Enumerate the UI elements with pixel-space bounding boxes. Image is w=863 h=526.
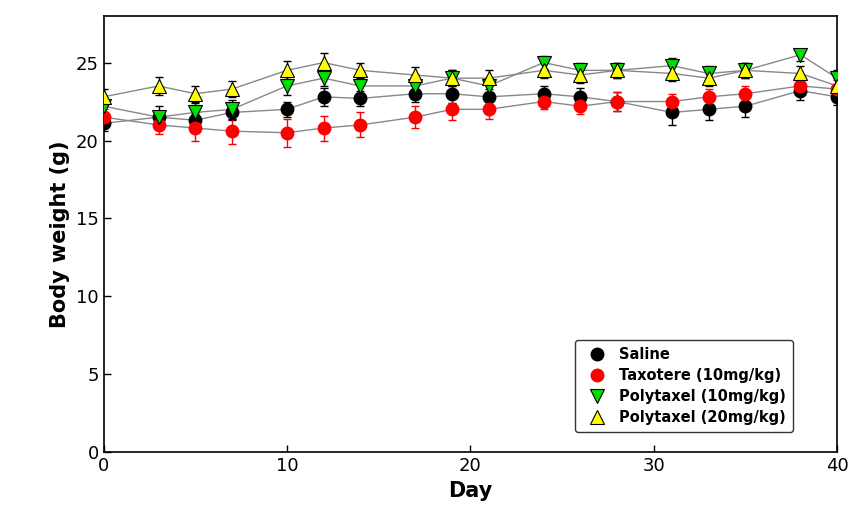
Polytaxel (20mg/kg) (703, 75, 714, 82)
Saline (154, 114, 164, 120)
Polytaxel (10mg/kg) (281, 83, 292, 89)
Polytaxel (20mg/kg) (539, 67, 549, 74)
Polytaxel (10mg/kg) (447, 75, 457, 82)
Taxotere (10mg/kg) (796, 83, 806, 89)
Polytaxel (10mg/kg) (410, 83, 420, 89)
Saline (190, 117, 200, 124)
Polytaxel (10mg/kg) (98, 103, 109, 109)
Polytaxel (20mg/kg) (575, 72, 585, 78)
Polytaxel (20mg/kg) (410, 72, 420, 78)
Saline (740, 103, 751, 109)
Polytaxel (20mg/kg) (447, 75, 457, 82)
Polytaxel (20mg/kg) (227, 86, 237, 92)
Polytaxel (10mg/kg) (154, 114, 164, 120)
Saline (539, 90, 549, 97)
Taxotere (10mg/kg) (539, 98, 549, 105)
Polytaxel (10mg/kg) (355, 83, 365, 89)
Saline (410, 90, 420, 97)
Taxotere (10mg/kg) (227, 128, 237, 134)
Taxotere (10mg/kg) (667, 98, 677, 105)
Taxotere (10mg/kg) (190, 125, 200, 131)
Polytaxel (10mg/kg) (740, 67, 751, 74)
Polytaxel (10mg/kg) (832, 75, 842, 82)
Taxotere (10mg/kg) (154, 122, 164, 128)
Saline (796, 87, 806, 94)
Polytaxel (10mg/kg) (667, 63, 677, 69)
Taxotere (10mg/kg) (483, 106, 494, 113)
Polytaxel (20mg/kg) (740, 67, 751, 74)
Taxotere (10mg/kg) (318, 125, 329, 131)
Saline (281, 106, 292, 113)
Saline (483, 94, 494, 100)
X-axis label: Day: Day (448, 481, 493, 501)
Saline (227, 109, 237, 116)
Taxotere (10mg/kg) (575, 103, 585, 109)
Polytaxel (10mg/kg) (703, 70, 714, 77)
Line: Polytaxel (10mg/kg): Polytaxel (10mg/kg) (97, 48, 844, 124)
Taxotere (10mg/kg) (703, 94, 714, 100)
Polytaxel (10mg/kg) (318, 75, 329, 82)
Polytaxel (20mg/kg) (483, 75, 494, 82)
Saline (612, 98, 622, 105)
Taxotere (10mg/kg) (98, 114, 109, 120)
Saline (703, 106, 714, 113)
Taxotere (10mg/kg) (410, 114, 420, 120)
Line: Saline: Saline (98, 84, 843, 129)
Polytaxel (20mg/kg) (190, 90, 200, 97)
Saline (355, 95, 365, 102)
Polytaxel (10mg/kg) (575, 67, 585, 74)
Polytaxel (20mg/kg) (612, 67, 622, 74)
Polytaxel (20mg/kg) (832, 83, 842, 89)
Saline (98, 120, 109, 127)
Saline (667, 109, 677, 116)
Taxotere (10mg/kg) (740, 90, 751, 97)
Line: Taxotere (10mg/kg): Taxotere (10mg/kg) (98, 80, 843, 139)
Saline (575, 94, 585, 100)
Y-axis label: Body weight (g): Body weight (g) (50, 140, 70, 328)
Legend: Saline, Taxotere (10mg/kg), Polytaxel (10mg/kg), Polytaxel (20mg/kg): Saline, Taxotere (10mg/kg), Polytaxel (1… (576, 340, 793, 432)
Polytaxel (10mg/kg) (483, 83, 494, 89)
Saline (832, 94, 842, 100)
Polytaxel (10mg/kg) (612, 67, 622, 74)
Polytaxel (20mg/kg) (796, 70, 806, 77)
Polytaxel (10mg/kg) (539, 59, 549, 66)
Taxotere (10mg/kg) (281, 129, 292, 136)
Polytaxel (20mg/kg) (355, 67, 365, 74)
Taxotere (10mg/kg) (355, 122, 365, 128)
Polytaxel (20mg/kg) (318, 59, 329, 66)
Polytaxel (20mg/kg) (667, 70, 677, 77)
Saline (318, 94, 329, 100)
Polytaxel (10mg/kg) (796, 52, 806, 58)
Taxotere (10mg/kg) (832, 86, 842, 92)
Polytaxel (10mg/kg) (227, 106, 237, 113)
Line: Polytaxel (20mg/kg): Polytaxel (20mg/kg) (97, 56, 844, 104)
Polytaxel (20mg/kg) (98, 94, 109, 100)
Taxotere (10mg/kg) (447, 106, 457, 113)
Taxotere (10mg/kg) (612, 98, 622, 105)
Polytaxel (20mg/kg) (281, 67, 292, 74)
Polytaxel (20mg/kg) (154, 83, 164, 89)
Saline (447, 90, 457, 97)
Polytaxel (10mg/kg) (190, 109, 200, 116)
